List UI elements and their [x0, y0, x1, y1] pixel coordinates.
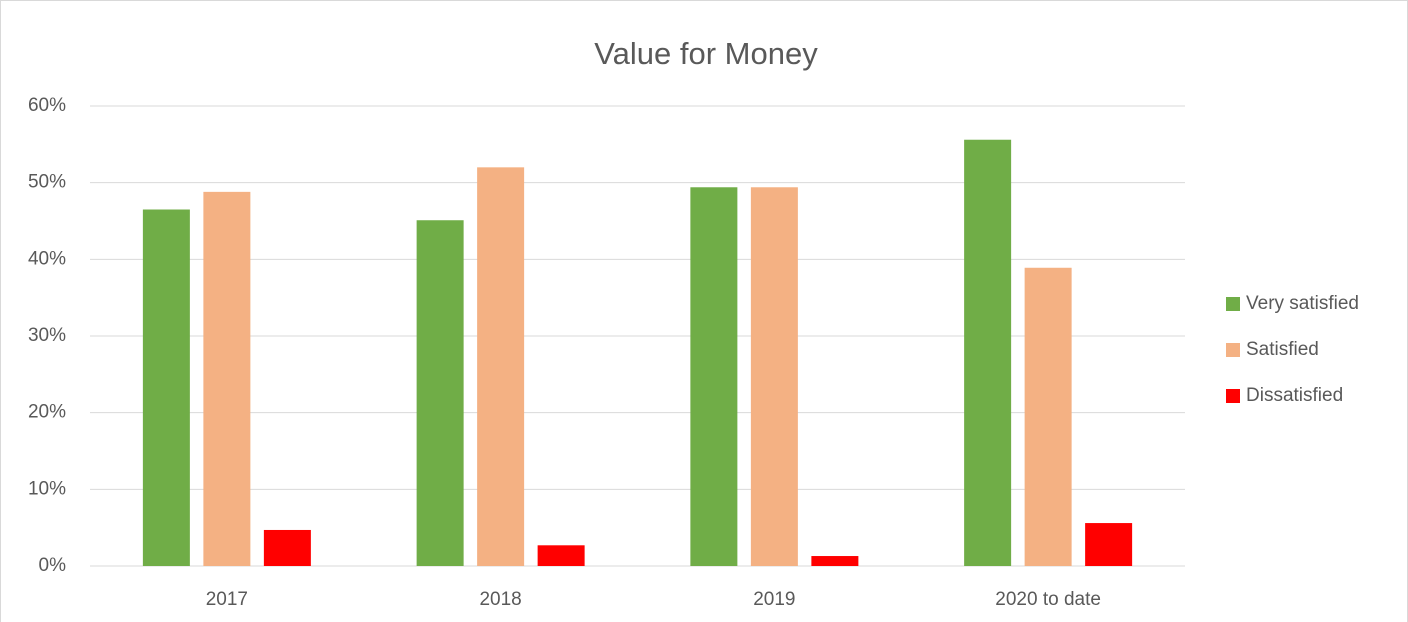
bar — [537, 545, 585, 566]
y-tick-label: 0% — [39, 555, 67, 576]
y-tick-label: 50% — [28, 172, 66, 193]
bar — [1024, 267, 1072, 566]
bar — [964, 139, 1012, 566]
bar — [263, 529, 311, 566]
bar — [690, 187, 738, 566]
chart-title: Value for Money — [594, 36, 818, 71]
bar — [416, 220, 464, 566]
legend-label: Dissatisfied — [1246, 385, 1343, 406]
x-tick-label: 2017 — [206, 589, 248, 610]
x-tick-label: 2018 — [479, 589, 521, 610]
y-tick-label: 60% — [28, 95, 66, 116]
legend-swatch — [1226, 297, 1240, 311]
y-tick-label: 20% — [28, 402, 66, 423]
legend-label: Satisfied — [1246, 339, 1319, 360]
bar — [811, 556, 859, 566]
legend-swatch — [1226, 389, 1240, 403]
bar — [750, 187, 798, 566]
bar — [142, 209, 190, 566]
y-tick-label: 10% — [28, 478, 66, 499]
legend-label: Very satisfied — [1246, 293, 1359, 314]
y-tick-label: 40% — [28, 248, 66, 269]
x-tick-label: 2019 — [753, 589, 795, 610]
x-tick-label: 2020 to date — [995, 589, 1101, 610]
bar — [1085, 523, 1133, 566]
bar — [477, 167, 525, 567]
y-tick-label: 30% — [28, 325, 66, 346]
bar — [203, 191, 251, 566]
legend-swatch — [1226, 343, 1240, 357]
